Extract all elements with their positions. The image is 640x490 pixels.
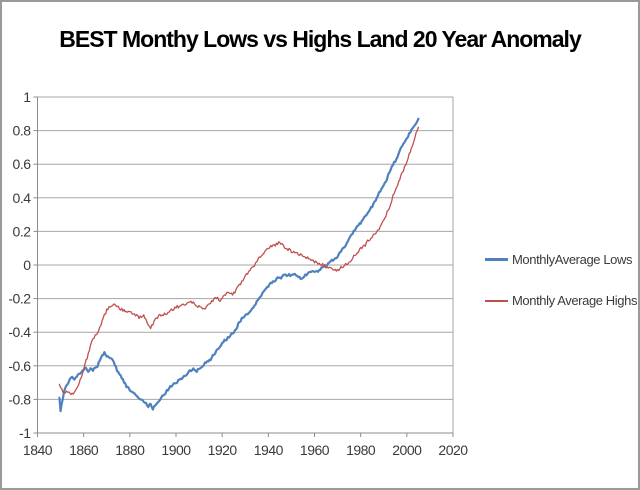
y-tick-label: -0.2 [8, 291, 31, 307]
x-tick-label: 2000 [392, 442, 422, 458]
legend-item-highs: Monthly Average Highs [485, 293, 637, 308]
legend-item-lows: MonthlyAverage Lows [485, 252, 632, 267]
x-tick-label: 2020 [438, 442, 468, 458]
x-tick-label: 1960 [300, 442, 330, 458]
x-tick-label: 1940 [254, 442, 284, 458]
x-tick-label: 1920 [208, 442, 238, 458]
x-tick-label: 1860 [69, 442, 99, 458]
y-tick-label: 0.4 [13, 190, 32, 206]
x-tick-label: 1980 [346, 442, 376, 458]
y-tick-label: -1 [19, 425, 31, 441]
chart-title: BEST Monthy Lows vs Highs Land 20 Year A… [59, 26, 581, 52]
y-tick-label: -0.8 [8, 391, 31, 407]
y-tick-label: 0.6 [13, 156, 32, 172]
y-tick-label: 0 [23, 257, 31, 273]
legend-label-lows: MonthlyAverage Lows [512, 252, 633, 267]
x-tick-label: 1880 [115, 442, 145, 458]
y-tick-label: 0.2 [13, 223, 32, 239]
legend-line-sample-highs [485, 299, 508, 302]
legend-line-sample-lows [485, 258, 508, 261]
y-tick-label: -0.4 [8, 324, 31, 340]
series-line-lows [58, 117, 420, 413]
series-line-highs [58, 126, 420, 396]
y-tick-label: 1 [23, 89, 31, 105]
y-tick-label: -0.6 [8, 358, 31, 374]
legend-label-highs: Monthly Average Highs [512, 293, 638, 308]
y-tick-label: 0.8 [13, 123, 32, 139]
x-tick-label: 1900 [161, 442, 191, 458]
x-tick-label: 1840 [23, 442, 53, 458]
